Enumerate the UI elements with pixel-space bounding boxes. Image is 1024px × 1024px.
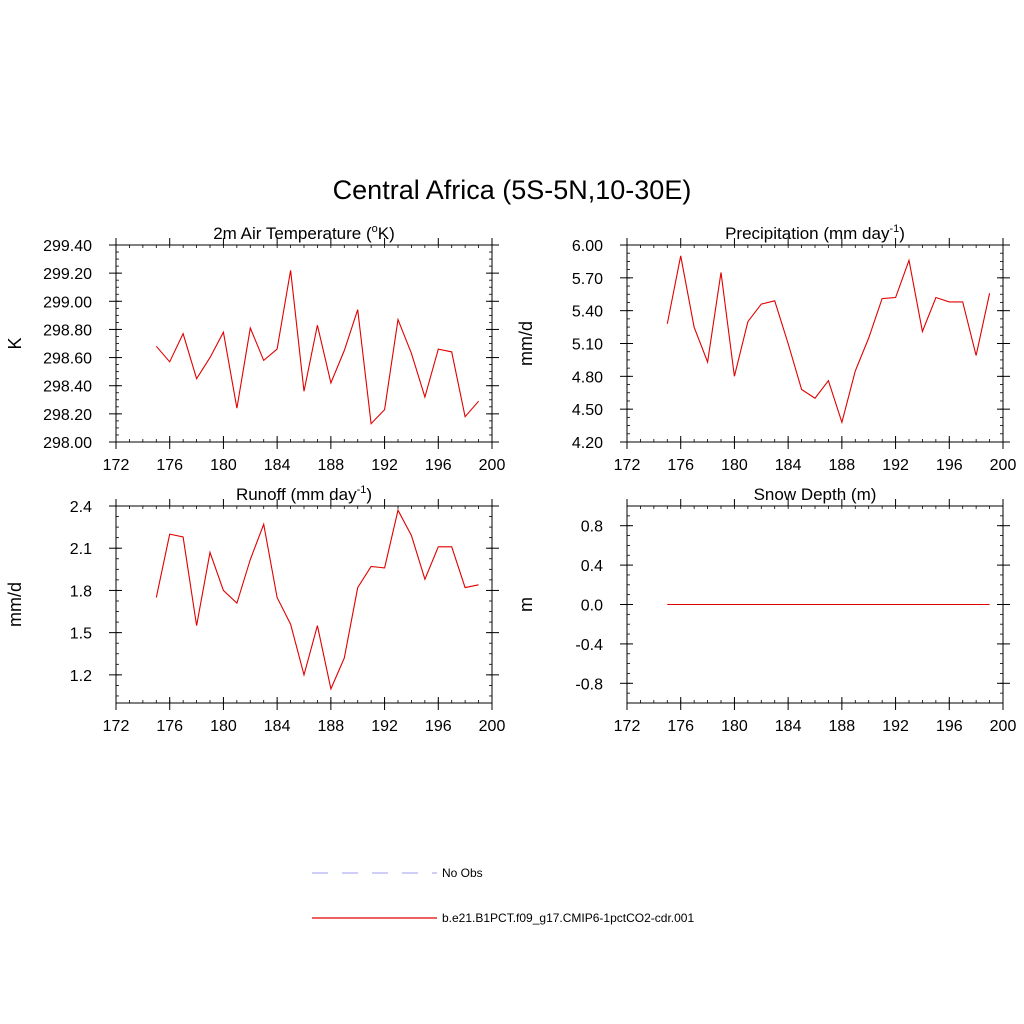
- x-tick-label: 200: [479, 718, 506, 735]
- y-tick-label: 298.40: [43, 379, 92, 396]
- y-tick-label: 0.0: [581, 598, 603, 615]
- x-tick-label: 184: [264, 718, 291, 735]
- x-tick-label: 192: [371, 457, 398, 474]
- y-tick-label: 298.20: [43, 407, 92, 424]
- y-tick-label: 299.40: [43, 238, 92, 255]
- x-tick-label: 200: [479, 457, 506, 474]
- y-tick-label: 299.20: [43, 266, 92, 283]
- panel-runoff: 172 176 180 184 188 192 196 200 1.2 1.5 1.8 2.1 2.4 R…: [5, 484, 505, 735]
- panel-title-main: 2m Air Temperature (: [213, 224, 372, 243]
- x-tick-label: 184: [775, 718, 802, 735]
- x-tick-label: 188: [829, 457, 856, 474]
- y-tick-label: 2.4: [70, 499, 92, 516]
- panel-title-superscript: -1: [357, 484, 367, 496]
- plot-frame: [626, 244, 1004, 443]
- x-tick-label: 172: [103, 457, 130, 474]
- panel-air-temperature: 172 176 180 184 188 192 196 200 298.00 298.20 298.…: [5, 223, 505, 474]
- panel-snow-depth: 172 176 180 184 188 192 196 200 -0.8 -0.4 0.0 0.4 0.…: [516, 485, 1016, 735]
- x-tick-label: 176: [667, 457, 694, 474]
- y-tick-label: 298.60: [43, 351, 92, 368]
- y-tick-label: 0.8: [581, 519, 603, 536]
- x-tick-label: 196: [936, 718, 963, 735]
- x-tick-label: 180: [210, 718, 237, 735]
- panel-title-tail: K): [378, 224, 395, 243]
- y-axis-label: m: [516, 597, 536, 612]
- y-tick-label: 4.50: [572, 402, 603, 419]
- x-tick-label: 200: [990, 457, 1017, 474]
- legend-model-label: b.e21.B1PCT.f09_g17.CMIP6-1pctCO2-cdr.00…: [442, 911, 694, 925]
- y-tick-label: 5.40: [572, 304, 603, 321]
- panel-precipitation: 172 176 180 184 188 192 196 200 4.20 4.50 4.80 5.10…: [516, 223, 1016, 474]
- y-axis-label: mm/d: [5, 582, 25, 627]
- panel-title-superscript: -1: [889, 223, 899, 235]
- x-tick-label: 200: [990, 718, 1017, 735]
- x-tick-label: 196: [425, 718, 452, 735]
- panel-title-main: Runoff (mm day: [236, 485, 357, 504]
- legend-obs-label: No Obs: [442, 866, 483, 880]
- panel-title-tail: ): [366, 485, 372, 504]
- panel-title: 2m Air Temperature (oK): [213, 223, 395, 243]
- panel-title: Runoff (mm day-1): [236, 484, 372, 504]
- y-tick-label: 298.00: [43, 435, 92, 452]
- x-tick-label: 172: [614, 718, 641, 735]
- y-tick-label: 298.80: [43, 322, 92, 339]
- x-tick-label: 188: [829, 718, 856, 735]
- panel-title-tail: ): [899, 224, 905, 243]
- y-tick-label: 5.10: [572, 337, 603, 354]
- x-tick-label: 176: [156, 718, 183, 735]
- y-tick-label: 1.2: [70, 668, 92, 685]
- y-tick-label: 4.20: [572, 435, 603, 452]
- series-line: [155, 508, 479, 691]
- y-tick-label: 5.70: [572, 271, 603, 288]
- plot-frame: [115, 244, 493, 443]
- x-tick-label: 176: [156, 457, 183, 474]
- x-tick-label: 172: [614, 457, 641, 474]
- x-tick-label: 196: [936, 457, 963, 474]
- y-axis-label: K: [5, 337, 25, 349]
- y-tick-label: 2.1: [70, 541, 92, 558]
- y-tick-label: 1.5: [70, 626, 92, 643]
- legend: No Obs b.e21.B1PCT.f09_g17.CMIP6-1pctCO2…: [312, 866, 694, 925]
- y-tick-label: -0.4: [575, 637, 603, 654]
- y-tick-label: 6.00: [572, 238, 603, 255]
- x-tick-label: 180: [210, 457, 237, 474]
- panel-title: Snow Depth (m): [754, 485, 877, 504]
- panel-title-main: Snow Depth (m): [754, 485, 877, 504]
- series-line: [666, 255, 991, 425]
- panel-title-main: Precipitation (mm day: [725, 224, 890, 243]
- y-tick-label: 299.00: [43, 294, 92, 311]
- panel-title: Precipitation (mm day-1): [725, 223, 905, 243]
- x-tick-label: 184: [775, 457, 802, 474]
- y-tick-label: 4.80: [572, 369, 603, 386]
- y-axis-label: mm/d: [516, 321, 536, 366]
- x-tick-label: 192: [371, 718, 398, 735]
- panel-title-superscript: o: [372, 223, 378, 235]
- x-tick-label: 172: [103, 718, 130, 735]
- x-tick-label: 188: [318, 457, 345, 474]
- x-tick-label: 192: [882, 718, 909, 735]
- x-tick-label: 184: [264, 457, 291, 474]
- x-tick-label: 180: [721, 457, 748, 474]
- x-tick-label: 176: [667, 718, 694, 735]
- y-tick-label: 0.4: [581, 558, 603, 575]
- series-line: [155, 270, 480, 425]
- y-tick-label: -0.8: [575, 676, 603, 693]
- x-tick-label: 188: [318, 718, 345, 735]
- x-tick-label: 180: [721, 718, 748, 735]
- x-tick-label: 192: [882, 457, 909, 474]
- y-tick-label: 1.8: [70, 583, 92, 600]
- figure-title: Central Africa (5S-5N,10-30E): [333, 175, 692, 205]
- x-tick-label: 196: [425, 457, 452, 474]
